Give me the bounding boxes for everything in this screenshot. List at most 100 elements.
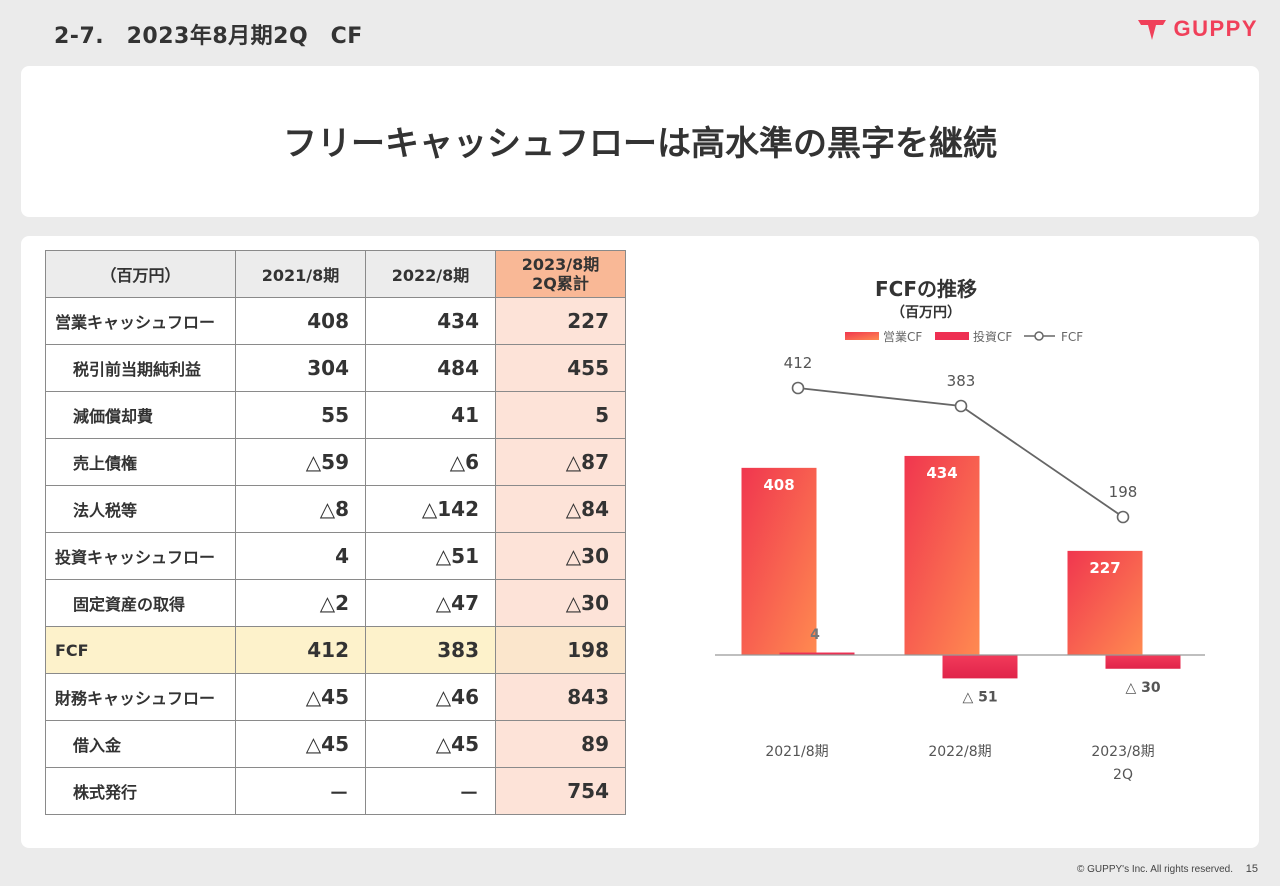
legend-label-fcf: FCF bbox=[1061, 330, 1083, 344]
row-label: 法人税等 bbox=[45, 485, 236, 533]
legend-marker-fcf bbox=[1034, 331, 1044, 341]
cell-value: △46 bbox=[365, 673, 496, 721]
bar-operating-cf bbox=[741, 467, 817, 655]
copyright: © GUPPY's Inc. All rights reserved. bbox=[1077, 864, 1233, 875]
cell-value: △45 bbox=[235, 673, 366, 721]
logo-text: GUPPY bbox=[1173, 16, 1258, 41]
cell-value: 198 bbox=[495, 626, 626, 674]
data-label-investing-cf: △ 30 bbox=[1125, 680, 1160, 696]
cell-value: 408 bbox=[235, 297, 366, 345]
fcf-chart-svg: FCFの推移 （百万円） 営業CF 投資CF FCF 408 4 2021/8期 434 △ 51… bbox=[715, 277, 1205, 783]
table-row: 固定資産の取得 △2 △47 △30 bbox=[45, 579, 626, 627]
headline: フリーキャッシュフローは高水準の黒字を継続 bbox=[283, 124, 997, 164]
fcf-point bbox=[1116, 510, 1130, 524]
row-label: 財務キャッシュフロー bbox=[45, 673, 236, 721]
column-header-2023: 2023/8期 2Q累計 bbox=[495, 250, 626, 298]
cell-value: △6 bbox=[365, 438, 496, 486]
fcf-chart: FCFの推移 （百万円） 営業CF 投資CF FCF 408 4 2021/8期 434 △ 51… bbox=[681, 266, 1241, 826]
data-label-operating-cf: 227 bbox=[1089, 559, 1120, 577]
column-header-unit: （百万円） bbox=[45, 250, 236, 298]
content-panel: （百万円） 2021/8期 2022/8期 2023/8期 2Q累計 営業キャッ… bbox=[21, 236, 1259, 848]
cell-value: 754 bbox=[495, 767, 626, 815]
row-label: 営業キャッシュフロー bbox=[45, 297, 236, 345]
row-label: 株式発行 bbox=[45, 767, 236, 815]
table-row: 売上債権 △59 △6 △87 bbox=[45, 438, 626, 486]
x-tick-label: 2022/8期 bbox=[928, 744, 991, 760]
page-number: 15 bbox=[1245, 863, 1258, 875]
bar-investing-cf bbox=[779, 652, 855, 655]
cell-value: 843 bbox=[495, 673, 626, 721]
cell-value: 55 bbox=[235, 391, 366, 439]
data-label-investing-cf: △ 51 bbox=[962, 689, 997, 705]
data-label-operating-cf: 408 bbox=[763, 476, 794, 494]
row-label: 税引前当期純利益 bbox=[45, 344, 236, 392]
row-label: 投資キャッシュフロー bbox=[45, 532, 236, 580]
fcf-point bbox=[791, 381, 805, 395]
cell-value: － bbox=[235, 767, 366, 815]
cell-value: 484 bbox=[365, 344, 496, 392]
data-label-fcf: 412 bbox=[784, 354, 813, 372]
cell-value: 383 bbox=[365, 626, 496, 674]
legend-swatch-investing-cf bbox=[935, 332, 969, 340]
cell-value: 227 bbox=[495, 297, 626, 345]
column-header-2023-line2: 2Q累計 bbox=[532, 274, 589, 293]
row-label: 固定資産の取得 bbox=[45, 579, 236, 627]
cell-value: 89 bbox=[495, 720, 626, 768]
row-label: FCF bbox=[45, 626, 236, 674]
cell-value: △30 bbox=[495, 579, 626, 627]
x-tick-label: 2023/8期 bbox=[1091, 744, 1154, 760]
cell-value: 4 bbox=[235, 532, 366, 580]
cell-value: △47 bbox=[365, 579, 496, 627]
cell-value: 5 bbox=[495, 391, 626, 439]
cell-value: △45 bbox=[235, 720, 366, 768]
table-header-row: （百万円） 2021/8期 2022/8期 2023/8期 2Q累計 bbox=[45, 250, 626, 298]
cell-value: △45 bbox=[365, 720, 496, 768]
column-header-2022: 2022/8期 bbox=[365, 250, 496, 298]
guppy-logo-icon bbox=[1138, 20, 1167, 40]
row-label: 売上債権 bbox=[45, 438, 236, 486]
table-row-fcf: FCF 412 383 198 bbox=[45, 626, 626, 674]
headline-panel: フリーキャッシュフローは高水準の黒字を継続 bbox=[21, 66, 1259, 217]
cell-value: － bbox=[365, 767, 496, 815]
cell-value: △51 bbox=[365, 532, 496, 580]
bar-operating-cf bbox=[904, 455, 980, 655]
cell-value: △2 bbox=[235, 579, 366, 627]
cell-value: 412 bbox=[235, 626, 366, 674]
cell-value: 304 bbox=[235, 344, 366, 392]
chart-subtitle: （百万円） bbox=[891, 305, 961, 321]
cell-value: 455 bbox=[495, 344, 626, 392]
data-label-fcf: 198 bbox=[1109, 483, 1138, 501]
bar-operating-cf bbox=[1067, 550, 1143, 655]
row-label: 減価償却費 bbox=[45, 391, 236, 439]
cell-value: 434 bbox=[365, 297, 496, 345]
slide-title: 2-7. 2023年8月期2Q CF bbox=[54, 24, 363, 49]
data-label-investing-cf: 4 bbox=[810, 627, 820, 643]
data-label-operating-cf: 434 bbox=[926, 464, 957, 482]
x-tick-label: 2021/8期 bbox=[765, 744, 828, 760]
cell-value: △87 bbox=[495, 438, 626, 486]
legend-label-investing-cf: 投資CF bbox=[973, 329, 1012, 344]
table-row: 株式発行 － － 754 bbox=[45, 767, 626, 815]
cf-table: （百万円） 2021/8期 2022/8期 2023/8期 2Q累計 営業キャッ… bbox=[45, 250, 626, 815]
table-row: 借入金 △45 △45 89 bbox=[45, 720, 626, 768]
cell-value: △8 bbox=[235, 485, 366, 533]
table-row: 法人税等 △8 △142 △84 bbox=[45, 485, 626, 533]
legend-label-operating-cf: 営業CF bbox=[883, 330, 922, 344]
column-header-2021: 2021/8期 bbox=[235, 250, 366, 298]
cell-value: △30 bbox=[495, 532, 626, 580]
bar-investing-cf bbox=[942, 655, 1018, 679]
table-row: 財務キャッシュフロー △45 △46 843 bbox=[45, 673, 626, 721]
guppy-logo: GUPPY bbox=[1137, 16, 1258, 42]
cell-value: 41 bbox=[365, 391, 496, 439]
x-tick-label: 2Q bbox=[1113, 767, 1133, 783]
table-row: 減価償却費 55 41 5 bbox=[45, 391, 626, 439]
legend-swatch-operating-cf bbox=[845, 332, 879, 340]
bar-investing-cf bbox=[1105, 655, 1181, 669]
chart-title: FCFの推移 bbox=[875, 277, 977, 301]
table-row: 投資キャッシュフロー 4 △51 △30 bbox=[45, 532, 626, 580]
column-header-2023-line1: 2023/8期 bbox=[521, 255, 600, 274]
fcf-point bbox=[954, 399, 968, 413]
cell-value: △59 bbox=[235, 438, 366, 486]
cell-value: △142 bbox=[365, 485, 496, 533]
table-row: 税引前当期純利益 304 484 455 bbox=[45, 344, 626, 392]
